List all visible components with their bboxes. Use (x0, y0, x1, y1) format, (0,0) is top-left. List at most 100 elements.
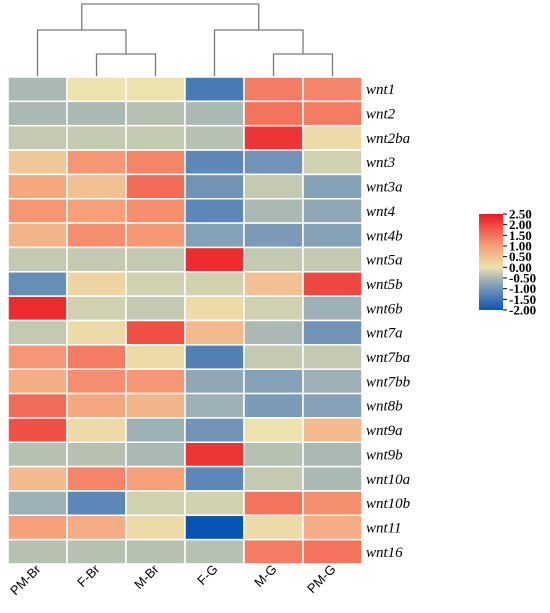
color-scale-tick-label: 1.50 (509, 228, 532, 243)
color-scale-tick-label: 0.00 (509, 260, 532, 275)
heatmap-cell-wnt6b-M-G (243, 295, 304, 322)
heatmap-cell-wnt11-M-Br (125, 514, 186, 541)
heatmap-cell-wnt7a-M-Br (125, 319, 186, 346)
column-label: M-G (251, 562, 279, 590)
heatmap-cell-wnt7ba-M-Br (125, 344, 186, 370)
heatmap-cell-wnt9b-M-G (243, 441, 304, 468)
heatmap-cell-wnt9b-F-Br (66, 441, 127, 468)
row-label: wnt10a (366, 472, 410, 488)
heatmap-cell-wnt16-PM-G (302, 538, 363, 565)
heatmap-cell-wnt5a-PM-Br (7, 246, 68, 273)
row-label: wnt7a (366, 326, 403, 342)
column-label: PM-G (304, 562, 339, 597)
heatmap-cell-wnt10b-PM-Br (7, 490, 68, 517)
heatmap-cell-wnt1-PM-Br (7, 76, 68, 103)
heatmap-cell-wnt2-M-G (243, 100, 304, 127)
heatmap-cell-wnt10b-PM-G (302, 490, 363, 517)
heatmap-cell-wnt1-M-G (243, 76, 304, 103)
heatmap-cell-wnt3a-PM-G (302, 173, 363, 200)
column-label: F-G (194, 562, 220, 588)
heatmap-cell-wnt2-F-G (184, 100, 245, 127)
heatmap-cell-wnt5b-M-Br (125, 271, 186, 297)
heatmap-cell-wnt4-PM-Br (7, 198, 68, 224)
row-labels: wnt1 wnt2 wnt2ba wnt3 wnt3a wnt4 wnt4b wnt5a wnt… (366, 82, 411, 561)
row-label: wnt6b (366, 301, 403, 317)
heatmap-cell-wnt7bb-PM-Br (7, 368, 68, 395)
heatmap-cell-wnt4b-M-Br (125, 222, 186, 249)
row-label: wnt9a (366, 423, 403, 439)
heatmap-cell-wnt2-F-Br (66, 100, 127, 127)
heatmap-cell-wnt8b-F-Br (66, 392, 127, 419)
heatmap-cell-wnt7bb-F-G (184, 368, 245, 395)
heatmap-cell-wnt10a-M-Br (125, 465, 186, 492)
heatmap-cell-wnt3-PM-Br (7, 149, 68, 176)
heatmap-cell-wnt3-PM-G (302, 149, 363, 176)
heatmap-cell-wnt5a-PM-G (302, 246, 363, 273)
heatmap-cell-wnt10b-M-Br (125, 490, 186, 517)
heatmap-cell-wnt7a-M-G (243, 319, 304, 346)
heatmap-cell-wnt10a-PM-Br (7, 465, 68, 492)
dendrogram-link (95, 53, 157, 77)
heatmap-cell-wnt10a-F-G (184, 465, 245, 492)
row-label: wnt3 (366, 155, 395, 171)
row-label: wnt16 (366, 545, 403, 561)
heatmap-cell-wnt4-PM-G (302, 198, 363, 224)
heatmap-cell-wnt16-M-Br (125, 538, 186, 565)
color-scale-tick-label: -1.50 (509, 292, 536, 307)
heatmap-cell-wnt8b-M-G (243, 392, 304, 419)
row-label: wnt2ba (366, 131, 410, 147)
heatmap-cell-wnt1-PM-G (302, 76, 363, 103)
heatmap-cell-wnt7a-PM-G (302, 319, 363, 346)
heatmap-cell-wnt5b-F-Br (66, 271, 127, 297)
color-scale-tick-label: -0.50 (509, 271, 536, 286)
heatmap-cell-wnt2ba-F-Br (66, 124, 127, 151)
heatmap-cell-wnt2-M-Br (125, 100, 186, 127)
heatmap-cell-wnt5a-M-G (243, 246, 304, 273)
heatmap-cell-wnt16-PM-Br (7, 538, 68, 565)
heatmap-cell-wnt5a-F-G (184, 246, 245, 273)
heatmap-cell-wnt7bb-M-G (243, 368, 304, 395)
heatmap-cell-wnt3a-PM-Br (7, 173, 68, 200)
heatmap-cell-wnt2ba-M-G (243, 124, 304, 151)
heatmap-cell-wnt5b-PM-G (302, 271, 363, 297)
heatmap-cell-wnt8b-PM-G (302, 392, 363, 419)
heatmap-cell-wnt4-F-Br (66, 198, 127, 224)
heatmap-cell-wnt4b-F-G (184, 222, 245, 249)
heatmap-cell-wnt16-F-Br (66, 538, 127, 565)
heatmap-cell-wnt8b-PM-Br (7, 392, 68, 419)
heatmap-cell-wnt9a-M-Br (125, 417, 186, 443)
row-label: wnt3a (366, 180, 403, 196)
heatmap-cell-wnt4-M-G (243, 198, 304, 224)
heatmap-cell-wnt9a-M-G (243, 417, 304, 443)
heatmap-cell-wnt10b-F-Br (66, 490, 127, 517)
heatmap-cell-wnt1-F-Br (66, 76, 127, 103)
heatmap-cell-wnt9b-M-Br (125, 441, 186, 468)
heatmap-cell-wnt3-F-Br (66, 149, 127, 176)
heatmap-cell-wnt2ba-F-G (184, 124, 245, 151)
heatmap-cell-wnt7ba-F-G (184, 344, 245, 370)
heatmap-cell-wnt9b-PM-Br (7, 441, 68, 468)
heatmap-cell-wnt11-F-G (184, 514, 245, 541)
heatmap-cell-wnt7bb-F-Br (66, 368, 127, 395)
heatmap-cell-wnt7ba-PM-G (302, 344, 363, 370)
heatmap-cell-wnt6b-PM-Br (7, 295, 68, 322)
heatmap-cell-wnt6b-F-Br (66, 295, 127, 322)
heatmap-cell-wnt4b-M-G (243, 222, 304, 249)
heatmap-cell-wnt10a-F-Br (66, 465, 127, 492)
heatmap-cell-wnt3a-F-Br (66, 173, 127, 200)
heatmap-cell-wnt9a-PM-Br (7, 417, 68, 443)
color-scale-tick-label: 1.00 (509, 239, 532, 254)
heatmap-cell-wnt11-PM-G (302, 514, 363, 541)
column-label: M-Br (131, 561, 162, 592)
heatmap-cell-wnt8b-M-Br (125, 392, 186, 419)
column-dendrogram (36, 3, 334, 77)
heatmap-cell-wnt1-F-G (184, 76, 245, 103)
heatmap-cell-wnt9a-PM-G (302, 417, 363, 443)
column-labels: PM-Br F-Br M-Br F-G M-G PM-G (7, 561, 339, 598)
heatmap-cell-wnt9b-F-G (184, 441, 245, 468)
heatmap-cell-wnt1-M-Br (125, 76, 186, 103)
row-label: wnt4b (366, 228, 403, 244)
heatmap-cell-wnt5a-M-Br (125, 246, 186, 273)
heatmap-cell-wnt10b-M-G (243, 490, 304, 517)
heatmap-cell-wnt7ba-F-Br (66, 344, 127, 370)
